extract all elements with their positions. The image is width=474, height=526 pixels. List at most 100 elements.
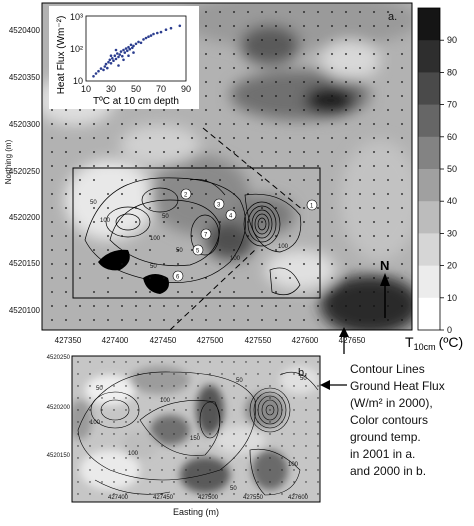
survey-point: [317, 221, 319, 223]
survey-point: [275, 25, 277, 27]
survey-point: [149, 361, 151, 363]
scatter-point: [113, 54, 117, 57]
survey-point: [205, 39, 207, 41]
survey-point: [387, 179, 389, 181]
panel-b-map: 50 100 50 100 150 100 50 100 50 b. 45202…: [47, 355, 321, 517]
colorbar-swatch: [418, 169, 440, 202]
survey-point: [293, 409, 295, 411]
survey-point: [65, 193, 67, 195]
survey-point: [209, 409, 211, 411]
survey-point: [65, 179, 67, 181]
survey-point: [303, 165, 305, 167]
b-x-tick-label: 427400: [108, 495, 129, 501]
inset-scatter: Heat Flux (Wm⁻²) TºC at 10 cm depth 10 1…: [49, 6, 199, 109]
survey-point: [331, 25, 333, 27]
survey-point: [261, 109, 263, 111]
survey-point: [387, 263, 389, 265]
survey-point: [185, 385, 187, 387]
survey-point: [137, 373, 139, 375]
survey-point: [257, 397, 259, 399]
scatter-point: [139, 41, 143, 45]
survey-point: [221, 373, 223, 375]
survey-point: [89, 445, 91, 447]
survey-point: [219, 291, 221, 293]
panel-b-frame: [71, 355, 321, 503]
survey-point: [345, 39, 347, 41]
survey-point: [359, 291, 361, 293]
survey-point: [233, 11, 235, 13]
survey-point: [209, 445, 211, 447]
survey-point: [191, 249, 193, 251]
survey-point: [113, 385, 115, 387]
survey-point: [331, 81, 333, 83]
survey-point: [79, 123, 81, 125]
scatter-point: [116, 52, 119, 55]
survey-point: [247, 277, 249, 279]
survey-point: [125, 457, 127, 459]
survey-point: [89, 493, 91, 495]
scatter-point: [114, 57, 118, 61]
survey-point: [77, 397, 79, 399]
survey-point: [79, 151, 81, 153]
colorbar-label: T10cm (ºC): [405, 334, 463, 352]
survey-point: [269, 457, 271, 459]
survey-point: [317, 263, 319, 265]
y-tick-label: 4520300: [9, 120, 41, 129]
site-label: 2: [184, 193, 188, 199]
survey-point: [345, 109, 347, 111]
survey-point: [261, 319, 263, 321]
survey-point: [135, 319, 137, 321]
survey-point: [191, 207, 193, 209]
survey-point: [269, 361, 271, 363]
survey-point: [293, 421, 295, 423]
survey-point: [121, 151, 123, 153]
survey-point: [125, 445, 127, 447]
survey-point: [373, 137, 375, 139]
survey-point: [205, 95, 207, 97]
scatter-point: [124, 47, 128, 50]
survey-point: [149, 151, 151, 153]
survey-point: [293, 385, 295, 387]
survey-point: [247, 221, 249, 223]
survey-point: [317, 457, 319, 459]
survey-point: [317, 25, 319, 27]
survey-point: [233, 235, 235, 237]
survey-point: [387, 123, 389, 125]
survey-point: [281, 361, 283, 363]
survey-point: [245, 421, 247, 423]
survey-point: [125, 361, 127, 363]
colorbar-tick-label: 40: [447, 196, 457, 206]
contour-label: 50: [96, 386, 103, 392]
survey-point: [191, 137, 193, 139]
scatter-point: [117, 55, 120, 59]
survey-point: [261, 165, 263, 167]
survey-point: [233, 361, 235, 363]
survey-point: [261, 53, 263, 55]
survey-point: [107, 235, 109, 237]
survey-point: [247, 319, 249, 321]
survey-point: [125, 385, 127, 387]
survey-point: [121, 123, 123, 125]
survey-point: [233, 457, 235, 459]
annotation-notes: Contour Lines Ground Heat Flux (W/m² in …: [350, 362, 445, 478]
survey-point: [373, 291, 375, 293]
survey-point: [185, 409, 187, 411]
survey-point: [245, 457, 247, 459]
survey-point: [163, 123, 165, 125]
survey-point: [345, 53, 347, 55]
b-x-axis-label: Easting (m): [173, 507, 219, 517]
survey-point: [261, 249, 263, 251]
survey-point: [185, 457, 187, 459]
survey-point: [289, 81, 291, 83]
survey-point: [221, 481, 223, 483]
survey-point: [77, 421, 79, 423]
b-x-tick-label: 427600: [288, 495, 309, 501]
survey-point: [205, 263, 207, 265]
survey-point: [163, 109, 165, 111]
survey-point: [303, 95, 305, 97]
survey-point: [247, 95, 249, 97]
survey-point: [177, 151, 179, 153]
survey-point: [163, 179, 165, 181]
survey-point: [281, 433, 283, 435]
survey-point: [77, 445, 79, 447]
